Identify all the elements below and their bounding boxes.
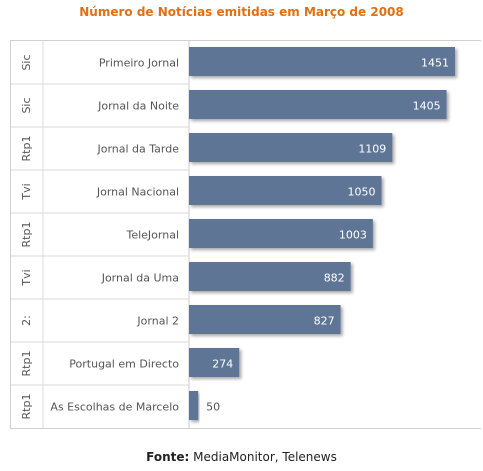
group-label: Rtp1 [20, 394, 33, 420]
category-label: Jornal 2 [136, 315, 179, 328]
bar [189, 133, 393, 162]
bar-value-label: 274 [212, 358, 233, 371]
bar-value-label: 1109 [358, 143, 386, 156]
chart-frame: Sic Primeiro Jornal 1451 Sic Jornal da Noite… [10, 40, 481, 429]
bar-value-label: 1451 [421, 57, 449, 70]
category-label: As Escolhas de Marcelo [50, 401, 179, 414]
category-label: Portugal em Directo [69, 358, 179, 371]
category-label: Jornal da Tarde [96, 143, 179, 156]
group-label: Rtp1 [20, 136, 33, 162]
bar [189, 47, 456, 76]
category-label: Jornal da Noite [97, 100, 179, 113]
bar-value-label: 1050 [348, 186, 376, 199]
chart-title: Número de Notícias emitidas em Março de … [79, 5, 404, 19]
bar-value-label: 882 [324, 272, 345, 285]
bar-chart: Sic Primeiro Jornal 1451 Sic Jornal da Noite… [11, 41, 456, 428]
category-label: Primeiro Jornal [99, 57, 179, 70]
bar [189, 262, 351, 291]
source-note: Fonte: MediaMonitor, Telenews [0, 450, 483, 464]
group-label: Sic [20, 97, 33, 113]
group-label: 2: [20, 315, 33, 326]
bar-value-label: 1405 [413, 100, 441, 113]
bar [189, 90, 447, 119]
category-label: TeleJornal [125, 229, 179, 242]
bar [189, 176, 382, 205]
bar-value-label: 1003 [339, 229, 367, 242]
bar [189, 391, 199, 420]
bar [189, 305, 341, 334]
source-text: MediaMonitor, Telenews [193, 450, 337, 464]
category-label: Jornal Nacional [96, 186, 179, 199]
bar-value-label: 827 [314, 315, 335, 328]
group-label: Tvi [20, 269, 33, 286]
category-label: Jornal da Uma [101, 272, 179, 285]
group-label: Rtp1 [20, 222, 33, 248]
group-label: Rtp1 [20, 351, 33, 377]
source-label: Fonte: [146, 450, 190, 464]
bar [189, 219, 373, 248]
bar-value-label: 50 [206, 401, 220, 414]
group-label: Sic [20, 54, 33, 70]
group-label: Tvi [20, 183, 33, 200]
bar [189, 348, 240, 377]
